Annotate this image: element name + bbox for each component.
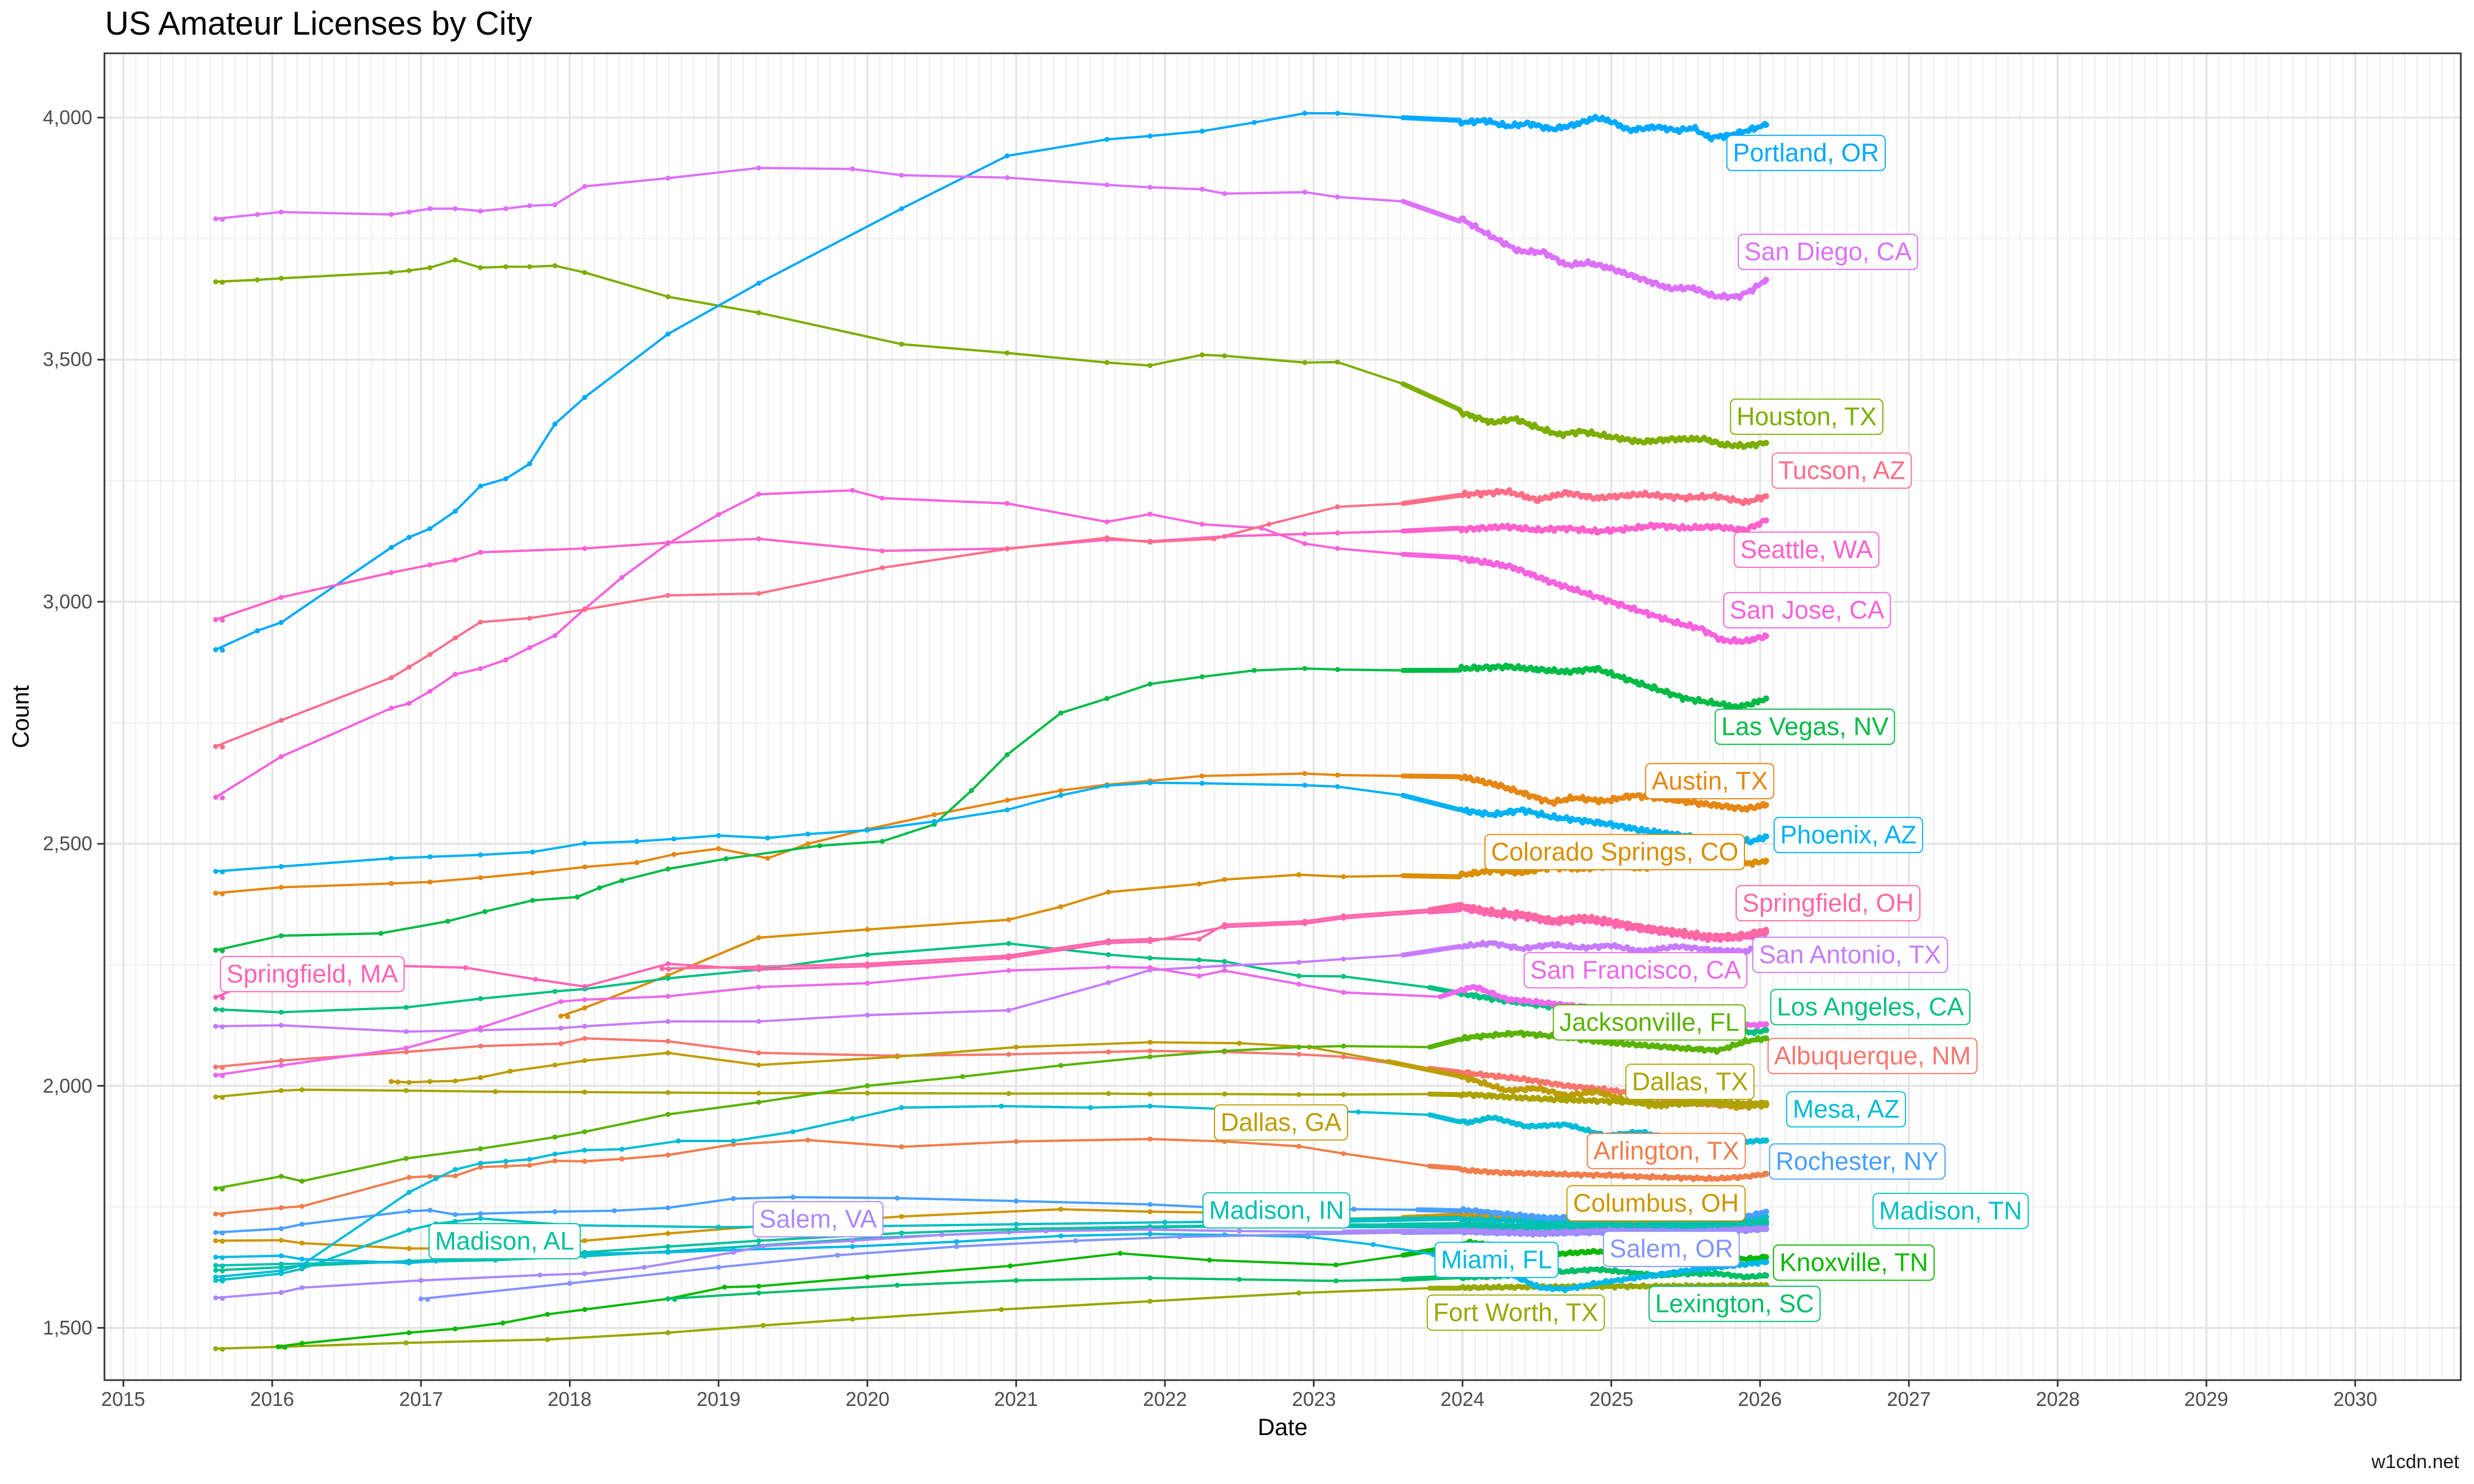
svg-text:w1cdn.net: w1cdn.net [2371,1451,2459,1472]
svg-text:2,000: 2,000 [43,1075,92,1097]
svg-text:2026: 2026 [1738,1388,1782,1410]
svg-text:4,000: 4,000 [43,106,92,129]
svg-text:2025: 2025 [1589,1388,1633,1410]
svg-text:Count: Count [8,685,34,749]
svg-text:US Amateur Licenses by City: US Amateur Licenses by City [105,5,532,42]
svg-text:2018: 2018 [548,1388,592,1410]
svg-text:Date: Date [1258,1414,1308,1441]
svg-text:2015: 2015 [101,1388,145,1410]
svg-text:2017: 2017 [399,1388,443,1410]
svg-text:1,500: 1,500 [43,1316,92,1339]
svg-text:2027: 2027 [1887,1388,1931,1410]
svg-text:2019: 2019 [697,1388,741,1410]
svg-text:3,000: 3,000 [43,590,92,613]
svg-text:2023: 2023 [1292,1388,1336,1410]
svg-text:2,500: 2,500 [43,832,92,855]
svg-text:2030: 2030 [2333,1388,2377,1410]
svg-text:2024: 2024 [1440,1388,1484,1410]
svg-text:2020: 2020 [846,1388,890,1410]
svg-text:2028: 2028 [2036,1388,2080,1410]
svg-text:2029: 2029 [2184,1388,2228,1410]
svg-text:2016: 2016 [250,1388,294,1410]
svg-text:2021: 2021 [994,1388,1038,1410]
svg-text:3,500: 3,500 [43,348,92,370]
svg-text:2022: 2022 [1143,1388,1187,1410]
